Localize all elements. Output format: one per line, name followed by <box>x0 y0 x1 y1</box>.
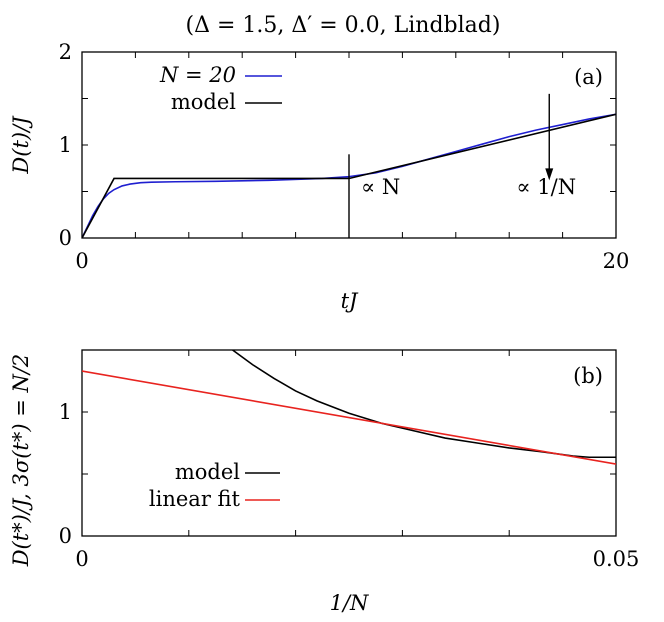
panel-a-plot-area: ∝ N ∝ 1/N <box>82 93 616 238</box>
panel-b-legend: model linear fit <box>149 460 280 511</box>
series-line-linear-fit <box>82 370 616 465</box>
y-tick-label: 1 <box>59 133 72 157</box>
panel-a-ticks: 0 20 0 1 2 <box>59 40 630 273</box>
panel-b: 0 0.05 0 1 D(t*)/J, 3σ(t*) = N/2 1/N (b) mo… <box>9 349 640 615</box>
legend-label: model <box>175 460 240 484</box>
y-tick-label: 0 <box>59 524 72 548</box>
x-tick-label: 20 <box>603 249 630 273</box>
panel-b-label: (b) <box>573 364 603 388</box>
x-tick-label: 0 <box>75 249 88 273</box>
annotation-label: ∝ N <box>361 175 400 199</box>
y-tick-label: 1 <box>59 400 72 424</box>
series-line-model <box>232 350 616 459</box>
panel-a-legend: N = 20 model <box>159 63 282 114</box>
annotation-arrow-head <box>545 168 554 181</box>
legend-label: model <box>171 90 236 114</box>
panel-b-y-axis-label: D(t*)/J, 3σ(t*) = N/2 <box>9 354 33 568</box>
panel-a: 0 20 0 1 2 ∝ N ∝ 1/N D(t)/J tJ (a) N = 20 mode… <box>9 40 629 313</box>
legend-label: linear fit <box>149 487 241 511</box>
panel-a-x-axis-label: tJ <box>341 289 359 313</box>
panel-b-ticks: 0 0.05 0 1 <box>59 350 640 571</box>
panel-b-x-axis-label: 1/N <box>330 591 369 615</box>
figure-title: (Δ = 1.5, Δ′ = 0.0, Lindblad) <box>186 13 501 38</box>
panel-a-label: (a) <box>574 65 603 89</box>
y-tick-label: 2 <box>59 40 72 64</box>
y-tick-label: 0 <box>59 226 72 250</box>
panel-b-plot-area <box>82 350 616 465</box>
x-tick-label: 0 <box>75 547 88 571</box>
series-line-model <box>82 113 616 238</box>
panel-b-frame <box>81 349 617 537</box>
panel-a-y-axis-label: D(t)/J <box>9 115 33 175</box>
x-tick-label: 0.05 <box>593 547 640 571</box>
annotation-label: ∝ 1/N <box>516 175 576 199</box>
legend-label: N = 20 <box>159 63 236 87</box>
